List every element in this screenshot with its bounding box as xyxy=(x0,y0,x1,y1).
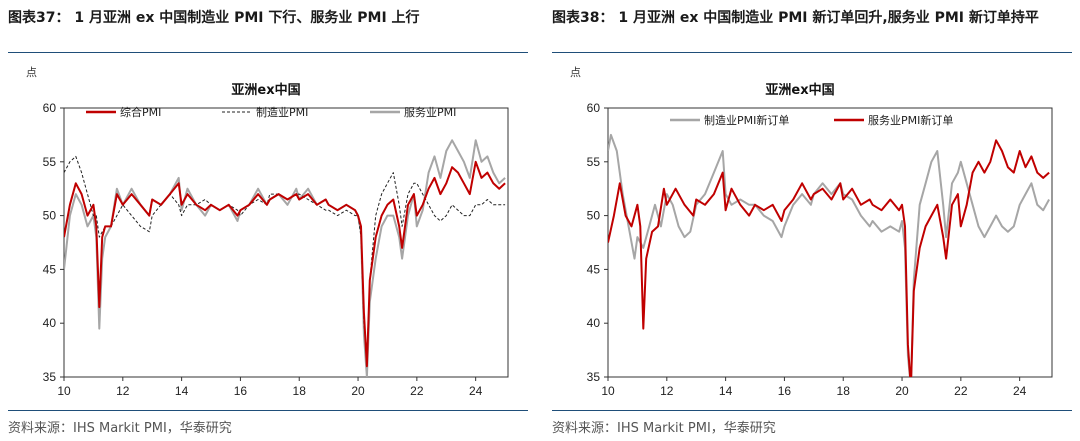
y-tick-label: 40 xyxy=(43,316,57,330)
x-tick-label: 18 xyxy=(293,384,307,398)
y-tick-label: 50 xyxy=(43,209,57,223)
x-tick-label: 16 xyxy=(234,384,248,398)
y-tick-label: 35 xyxy=(43,370,57,384)
x-tick-label: 18 xyxy=(837,384,851,398)
plot-frame xyxy=(607,107,1053,378)
x-tick-label: 12 xyxy=(116,384,130,398)
source-rule xyxy=(8,410,528,411)
line-chart-right: 35 40 45 50 55 60 10 12 14 16 18 20 22 24 制造业PMI新订单 服务业… xyxy=(587,101,1053,398)
legend-label-2: 制造业PMI xyxy=(256,105,308,119)
unit-label: 点 xyxy=(26,66,37,79)
x-tick-label: 16 xyxy=(778,384,792,398)
legend-label-3: 服务业PMI xyxy=(404,106,456,119)
y-tick-label: 55 xyxy=(587,155,601,169)
y-tick-label: 35 xyxy=(587,370,601,384)
legend-label-1: 综合PMI xyxy=(120,105,161,119)
legend-label-2: 服务业PMI新订单 xyxy=(868,113,953,127)
title-rule xyxy=(8,52,528,53)
x-tick-label: 22 xyxy=(954,384,968,398)
figure-title: 图表37： 1 月亚洲 ex 中国制造业 PMI 下行、服务业 PMI 上行 xyxy=(8,10,420,26)
y-tick-label: 60 xyxy=(43,101,57,115)
series-line-2 xyxy=(608,139,1050,377)
source-note: 资料来源：IHS Markit PMI，华泰研究 xyxy=(8,421,232,436)
chart-panel-right: 图表38： 1 月亚洲 ex 中国制造业 PMI 新订单回升,服务业 PMI 新… xyxy=(552,0,1080,441)
y-tick-label: 40 xyxy=(587,316,601,330)
y-tick-label: 45 xyxy=(587,262,601,276)
x-tick-label: 14 xyxy=(719,384,733,398)
x-tick-label: 20 xyxy=(895,384,909,398)
x-tick-label: 24 xyxy=(469,384,483,398)
x-tick-label: 22 xyxy=(410,384,424,398)
y-tick-label: 60 xyxy=(587,101,601,115)
chart-panel-left: 图表37： 1 月亚洲 ex 中国制造业 PMI 下行、服务业 PMI 上行 点… xyxy=(8,0,536,441)
y-tick-label: 50 xyxy=(587,209,601,223)
source-rule xyxy=(552,410,1072,411)
x-tick-label: 12 xyxy=(660,384,674,398)
x-tick-label: 24 xyxy=(1013,384,1027,398)
figure-title: 图表38： 1 月亚洲 ex 中国制造业 PMI 新订单回升,服务业 PMI 新… xyxy=(552,10,1039,26)
series-line-1 xyxy=(64,160,506,368)
chart-title: 亚洲ex中国 xyxy=(231,83,301,98)
source-note: 资料来源：IHS Markit PMI，华泰研究 xyxy=(552,421,776,436)
legend-label-1: 制造业PMI新订单 xyxy=(704,113,789,127)
x-tick-label: 10 xyxy=(601,384,615,398)
x-tick-label: 20 xyxy=(351,384,365,398)
title-rule xyxy=(552,52,1072,53)
line-chart-left: 35 40 45 50 55 60 10 12 14 16 18 20 22 24 综合PMI 制造业PMI 服… xyxy=(43,101,509,398)
x-tick-label: 14 xyxy=(175,384,189,398)
series-line-2 xyxy=(64,155,506,356)
unit-label: 点 xyxy=(570,66,581,79)
x-tick-label: 10 xyxy=(57,384,71,398)
chart-title: 亚洲ex中国 xyxy=(765,83,835,98)
y-tick-label: 55 xyxy=(43,155,57,169)
plot-frame xyxy=(63,107,509,378)
y-tick-label: 45 xyxy=(43,262,57,276)
series-line-1 xyxy=(608,133,1050,377)
series-line-3 xyxy=(64,139,506,377)
